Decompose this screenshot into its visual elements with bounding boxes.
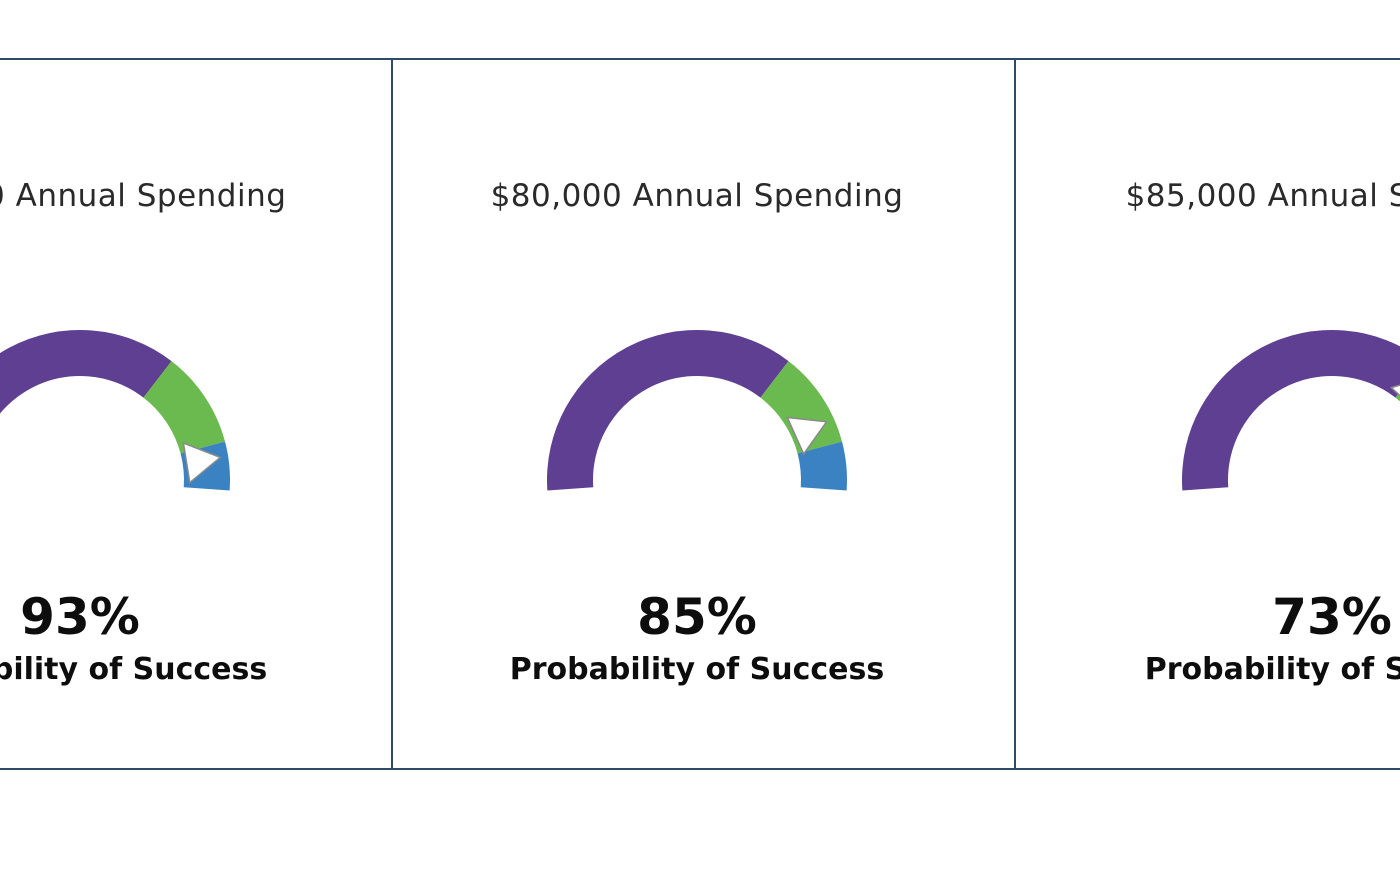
gauge-band [143,361,226,454]
panel-divider [1014,58,1016,770]
success-caption: Probability of Success [0,652,268,687]
success-gauge [0,330,230,491]
gauge-needle [1389,384,1400,397]
spending-label: $80,000 Annual Spending [490,178,904,214]
gauge-panel-80000: $80,000 Annual Spending 85% Probability … [377,60,1017,768]
success-percentage: 93% [20,588,140,646]
panel-frame [0,58,1400,770]
gauge-band [797,441,847,491]
gauge-band [0,330,172,414]
gauge-needle [182,441,222,484]
success-caption: Probability of Success [509,652,885,687]
success-gauge [547,330,847,491]
gauge-panel-85000: $85,000 Annual Spending 73% Probability … [1012,60,1400,768]
success-gauge [1182,330,1400,491]
spending-label: $75,000 Annual Spending [0,178,287,214]
spending-label: $85,000 Annual Spending [1125,178,1400,214]
gauge-panel-75000: $75,000 Annual Spending 93% Probability … [0,60,400,768]
gauge-band [760,361,843,454]
gauge-band [1182,330,1400,491]
success-caption: Probability of Success [1144,652,1400,687]
gauge-needle [786,416,828,456]
gauge-band [547,330,789,491]
success-percentage: 85% [637,588,757,646]
panel-divider [391,58,393,770]
success-percentage: 73% [1272,588,1392,646]
